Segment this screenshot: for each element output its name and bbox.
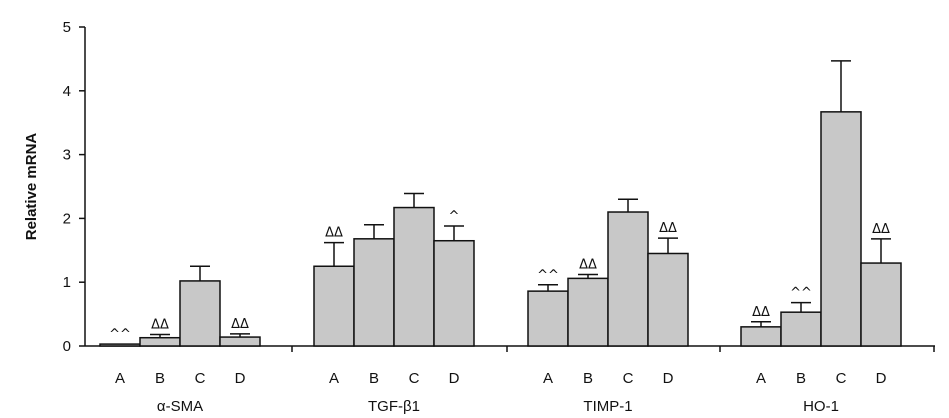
y-tick-label: 1 — [63, 274, 71, 291]
bar — [780, 311, 822, 347]
bar — [139, 336, 181, 347]
y-tick-label: 3 — [63, 147, 71, 164]
y-axis-ticks: 0 1 2 3 4 5 — [63, 19, 85, 355]
y-tick-label: 5 — [63, 19, 71, 36]
bar — [353, 238, 395, 347]
bar — [820, 111, 862, 347]
significance-marker: ΔΔ — [752, 305, 770, 320]
significance-marker: ΔΔ — [872, 222, 890, 237]
y-tick-label: 0 — [63, 338, 71, 355]
bar — [527, 290, 569, 347]
x-tick-label: D — [235, 370, 246, 387]
bar — [740, 326, 782, 347]
significance-marker: ΔΔ — [325, 226, 343, 241]
bar — [219, 336, 261, 347]
bar — [393, 206, 435, 347]
group-label: TIMP-1 — [583, 398, 632, 415]
bar — [99, 343, 141, 347]
x-tick-label: B — [369, 370, 379, 387]
bar — [179, 280, 221, 347]
bars-layer: ^^ A ΔΔ B C ΔΔ D ΔΔ A B C ^ D ^^ A ΔΔ B C ΔΔ D ΔΔ A ^^ B C ΔΔ D — [99, 60, 902, 387]
significance-marker: ^^ — [109, 327, 131, 342]
significance-marker: ΔΔ — [579, 258, 597, 273]
significance-marker: ΔΔ — [151, 318, 169, 333]
group-label: α-SMA — [157, 398, 203, 415]
bar — [433, 239, 475, 347]
bar — [860, 262, 902, 347]
bar — [567, 277, 609, 347]
bar-group: ΔΔ A ^^ B C ΔΔ D — [740, 60, 902, 387]
x-tick-label: D — [876, 370, 887, 387]
x-tick-label: C — [195, 370, 206, 387]
x-tick-label: C — [836, 370, 847, 387]
bar — [647, 252, 689, 347]
significance-marker: ^^ — [790, 286, 812, 301]
x-tick-label: D — [663, 370, 674, 387]
group-label: TGF-β1 — [368, 398, 420, 415]
x-tick-label: A — [115, 370, 125, 387]
y-tick-label: 2 — [63, 210, 71, 227]
significance-marker: ΔΔ — [659, 221, 677, 236]
y-axis-label: Relative mRNA — [23, 133, 40, 241]
bar-group: ΔΔ A B C ^ D — [313, 192, 475, 387]
x-tick-label: B — [155, 370, 165, 387]
significance-marker: ^ — [449, 209, 460, 224]
x-tick-label: A — [543, 370, 553, 387]
x-tick-label: D — [449, 370, 460, 387]
bar-group: ^^ A ΔΔ B C ΔΔ D — [527, 198, 689, 387]
x-tick-label: B — [796, 370, 806, 387]
group-label: HO-1 — [803, 398, 839, 415]
bar — [313, 265, 355, 347]
bar — [607, 211, 649, 347]
x-tick-label: A — [756, 370, 766, 387]
x-tick-label: B — [583, 370, 593, 387]
x-tick-label: C — [623, 370, 634, 387]
group-labels: α-SMA TGF-β1 TIMP-1 HO-1 — [157, 346, 935, 415]
significance-marker: ΔΔ — [231, 317, 249, 332]
y-tick-label: 4 — [63, 83, 71, 100]
x-tick-label: C — [409, 370, 420, 387]
x-tick-label: A — [329, 370, 339, 387]
significance-marker: ^^ — [537, 268, 559, 283]
bar-group: ^^ A ΔΔ B C ΔΔ D — [99, 265, 261, 387]
